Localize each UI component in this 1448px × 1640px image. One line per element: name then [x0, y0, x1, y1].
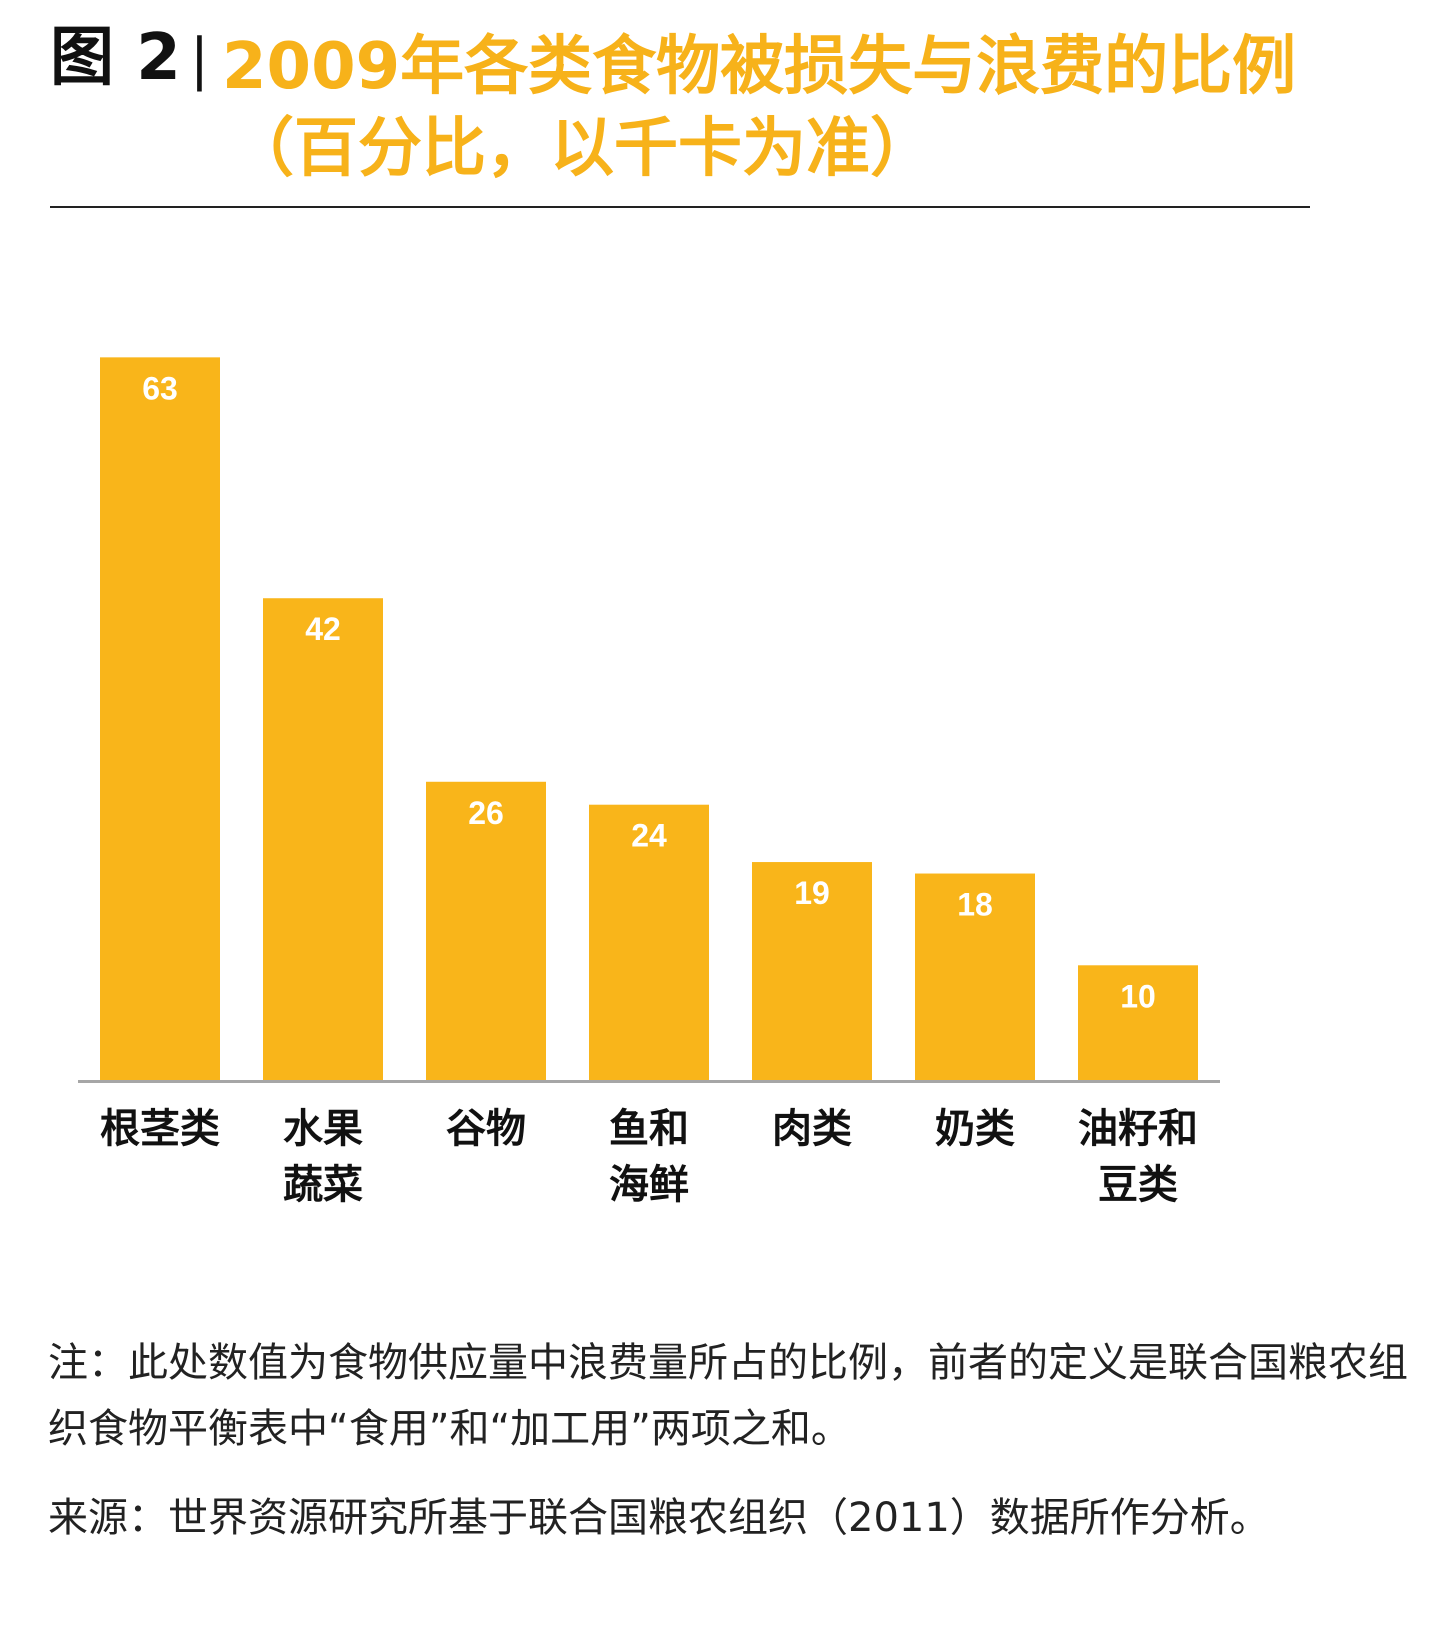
category-label-6-0: 油籽和: [1078, 1106, 1198, 1152]
bar-0: [100, 357, 220, 1081]
bar-5: [915, 873, 1035, 1080]
bar-4: [752, 862, 872, 1080]
bar-value-label-0: 63: [142, 370, 178, 406]
category-label-5-0: 奶类: [935, 1106, 1015, 1152]
chart-title: 2009年各类食物被损失与浪费的比例 （百分比，以千卡为准）: [222, 26, 1362, 190]
chart-title-line1: 2009年各类食物被损失与浪费的比例: [222, 30, 1297, 104]
bar-value-label-2: 26: [468, 795, 504, 831]
chart-title-line2: （百分比，以千卡为准）: [230, 112, 934, 186]
category-label-3-0: 鱼和: [609, 1106, 689, 1152]
title-separator: |: [190, 27, 209, 92]
bar-value-label-1: 42: [305, 611, 341, 647]
bar-value-label-6: 10: [1120, 978, 1156, 1014]
category-label-3-1: 海鲜: [609, 1162, 689, 1208]
bar-6: [1078, 965, 1198, 1080]
bar-1: [263, 598, 383, 1080]
category-label-6-1: 豆类: [1098, 1162, 1178, 1208]
category-label-0-0: 根茎类: [100, 1106, 220, 1152]
category-label-1-1: 蔬菜: [283, 1162, 363, 1208]
bars-group: 63 42 26 24 19 18 10: [100, 357, 1198, 1081]
category-label-4-0: 肉类: [772, 1106, 852, 1152]
category-label-2-0: 谷物: [446, 1106, 526, 1152]
figure-label: 图 2: [50, 21, 181, 95]
source-text: 来源：世界资源研究所基于联合国粮农组织（2011）数据所作分析。: [48, 1495, 1270, 1541]
bar-value-label-3: 24: [631, 818, 667, 854]
note-text: 注：此处数值为食物供应量中浪费量所占的比例，前者的定义是联合国粮农组织食物平衡表…: [48, 1340, 1408, 1452]
bar-value-label-5: 18: [957, 887, 993, 923]
bar-3: [589, 804, 709, 1080]
header-rule: [50, 206, 1310, 208]
bar-value-label-4: 19: [794, 875, 830, 911]
category-label-1-0: 水果: [283, 1106, 363, 1152]
bar-2: [426, 781, 546, 1080]
